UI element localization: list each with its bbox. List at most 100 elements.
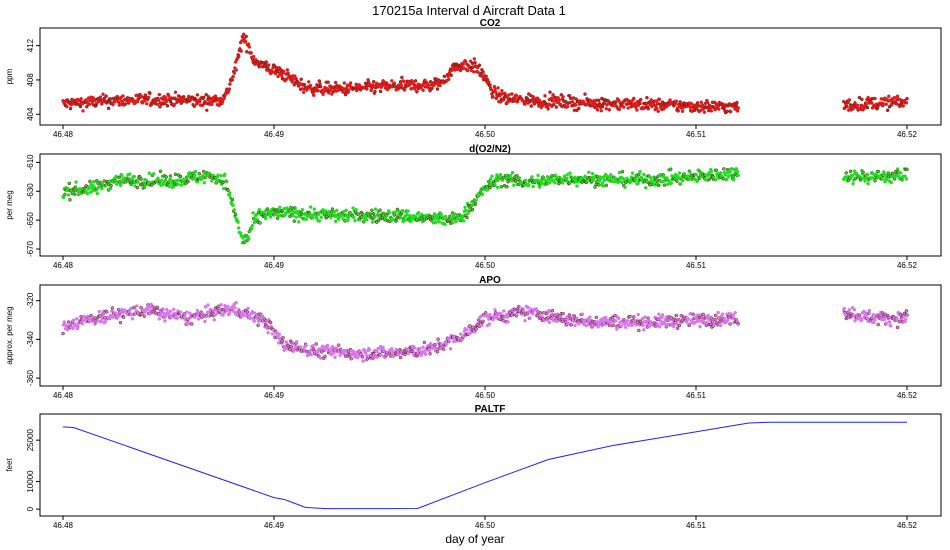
y-tick-label: 412 [26,38,35,52]
data-point [865,105,870,110]
data-point [570,99,575,104]
data-point [861,170,865,175]
data-point [317,219,322,223]
data-point [336,217,341,221]
data-point [423,78,427,83]
data-point [565,176,569,180]
data-point [701,312,705,317]
data-point [736,106,740,110]
data-point [105,310,109,314]
data-point [206,95,211,99]
data-point [71,318,76,322]
data-point [63,192,67,197]
data-point [626,106,630,110]
data-point [265,207,270,211]
data-point [73,192,77,196]
data-point [367,347,372,352]
y-tick-label: 0 [26,506,35,511]
data-point [451,220,455,225]
data-point [255,212,259,217]
data-point [349,356,353,361]
data-point [294,76,298,81]
data-point [108,186,113,191]
data-point [327,211,332,215]
data-point [66,193,71,197]
data-point [76,324,80,329]
data-point [343,92,348,97]
data-point [728,110,733,114]
data-point [193,173,197,178]
data-point [178,310,183,314]
data-point [898,171,903,175]
data-point [308,83,313,88]
data-point [266,63,271,67]
data-point [179,183,183,187]
data-point [588,175,592,180]
data-point [735,109,740,113]
data-point [117,175,122,180]
data-point [634,323,639,327]
data-point [685,320,689,324]
data-point [557,98,562,102]
data-point [167,184,172,189]
data-point [565,104,570,109]
data-point [668,167,673,171]
data-point [353,218,357,223]
data-point [905,96,909,101]
data-point [523,318,527,323]
data-point [161,182,166,186]
data-point [172,102,177,107]
data-point [480,192,485,197]
data-point [882,317,887,322]
y-axis-label: feet [5,458,14,472]
data-point [211,309,215,313]
x-tick-label: 46.51 [686,130,707,139]
data-point [79,314,83,319]
data-point [657,183,661,188]
data-point [101,92,105,96]
data-point [277,332,282,337]
data-point [98,95,103,99]
data-point [325,343,330,348]
data-point [398,215,403,220]
data-point [537,98,542,103]
data-point [62,320,67,324]
data-point [430,215,435,219]
data-point [619,324,624,328]
data-point [495,185,500,190]
data-point [175,316,180,320]
data-point [241,236,245,240]
data-point [449,217,453,221]
data-point [370,220,375,224]
data-point [476,70,480,75]
data-point [236,220,240,224]
data-point [643,185,648,190]
data-point [713,313,718,318]
plot-frame [39,153,942,257]
data-point [67,181,72,186]
data-point [718,171,723,175]
data-point [204,92,208,97]
data-point [300,212,304,216]
data-point [498,317,502,322]
data-point [186,179,190,184]
data-point [550,308,555,313]
data-point [498,172,503,177]
data-point [365,218,369,222]
data-point [523,178,528,183]
data-point [465,68,470,73]
data-point [865,173,870,177]
data-point [886,171,890,175]
data-point [181,95,186,99]
data-point [91,179,96,184]
data-point [470,207,475,212]
data-point [104,94,108,98]
data-point [165,104,170,108]
data-point [680,178,685,183]
y-tick-label: -360 [26,370,35,387]
panel-1: d(O2/N2) 46.48 46.49 46.50 46.51 46.52 -670 -65… [5,144,942,270]
data-point [311,93,316,98]
data-point [547,181,552,185]
data-point [904,177,909,181]
data-point [438,83,442,88]
